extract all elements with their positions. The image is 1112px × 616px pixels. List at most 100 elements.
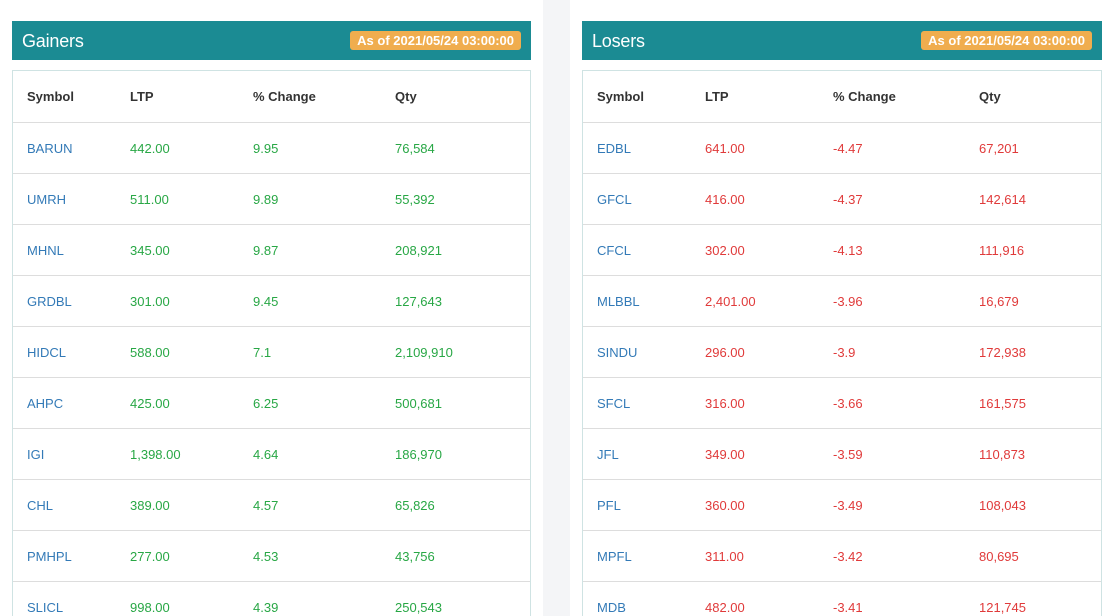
column-header-symbol[interactable]: Symbol: [583, 71, 705, 123]
percent-change-cell: 4.53: [253, 530, 395, 582]
percent-change-cell: 9.95: [253, 122, 395, 174]
table-row[interactable]: GFCL 416.00 -4.37 142,614: [583, 173, 1101, 225]
qty-cell: 127,643: [395, 275, 530, 327]
table-row[interactable]: HIDCL 588.00 7.1 2,109,910: [13, 326, 530, 378]
symbol-link[interactable]: GFCL: [583, 173, 705, 225]
ltp-cell: 425.00: [130, 377, 253, 429]
gainers-table: Symbol LTP % Change Qty BARUN 442.00 9.95 7…: [13, 71, 530, 616]
ltp-cell: 482.00: [705, 581, 833, 616]
losers-table-container: Symbol LTP % Change Qty EDBL 641.00 -4.47 6…: [582, 70, 1102, 616]
table-row[interactable]: MPFL 311.00 -3.42 80,695: [583, 530, 1101, 582]
symbol-link[interactable]: CHL: [13, 479, 130, 531]
symbol-link[interactable]: SLICL: [13, 581, 130, 616]
losers-table: Symbol LTP % Change Qty EDBL 641.00 -4.47 6…: [583, 71, 1101, 616]
column-header-ltp[interactable]: LTP: [130, 71, 253, 123]
percent-change-cell: -3.49: [833, 479, 979, 531]
table-row[interactable]: CFCL 302.00 -4.13 111,916: [583, 224, 1101, 276]
table-row[interactable]: GRDBL 301.00 9.45 127,643: [13, 275, 530, 327]
symbol-link[interactable]: GRDBL: [13, 275, 130, 327]
table-row[interactable]: MHNL 345.00 9.87 208,921: [13, 224, 530, 276]
column-header-qty[interactable]: Qty: [395, 71, 530, 123]
losers-panel: Losers As of 2021/05/24 03:00:00 Symbol …: [570, 0, 1112, 616]
ltp-cell: 511.00: [130, 173, 253, 225]
qty-cell: 186,970: [395, 428, 530, 480]
percent-change-cell: -3.59: [833, 428, 979, 480]
percent-change-cell: -3.41: [833, 581, 979, 616]
symbol-link[interactable]: PMHPL: [13, 530, 130, 582]
qty-cell: 111,916: [979, 224, 1101, 276]
qty-cell: 80,695: [979, 530, 1101, 582]
qty-cell: 500,681: [395, 377, 530, 429]
symbol-link[interactable]: CFCL: [583, 224, 705, 276]
gainers-table-container: Symbol LTP % Change Qty BARUN 442.00 9.95 7…: [12, 70, 531, 616]
ltp-cell: 311.00: [705, 530, 833, 582]
percent-change-cell: 6.25: [253, 377, 395, 429]
column-header-change[interactable]: % Change: [833, 71, 979, 123]
table-row[interactable]: BARUN 442.00 9.95 76,584: [13, 122, 530, 174]
ltp-cell: 1,398.00: [130, 428, 253, 480]
percent-change-cell: -3.9: [833, 326, 979, 378]
gainers-header-row: Symbol LTP % Change Qty: [13, 71, 530, 123]
column-header-change[interactable]: % Change: [253, 71, 395, 123]
table-row[interactable]: AHPC 425.00 6.25 500,681: [13, 377, 530, 429]
column-header-ltp[interactable]: LTP: [705, 71, 833, 123]
qty-cell: 172,938: [979, 326, 1101, 378]
qty-cell: 108,043: [979, 479, 1101, 531]
table-row[interactable]: SINDU 296.00 -3.9 172,938: [583, 326, 1101, 378]
table-row[interactable]: CHL 389.00 4.57 65,826: [13, 479, 530, 531]
table-row[interactable]: IGI 1,398.00 4.64 186,970: [13, 428, 530, 480]
percent-change-cell: 4.57: [253, 479, 395, 531]
table-row[interactable]: UMRH 511.00 9.89 55,392: [13, 173, 530, 225]
qty-cell: 2,109,910: [395, 326, 530, 378]
ltp-cell: 349.00: [705, 428, 833, 480]
qty-cell: 208,921: [395, 224, 530, 276]
losers-header-row: Symbol LTP % Change Qty: [583, 71, 1101, 123]
symbol-link[interactable]: IGI: [13, 428, 130, 480]
column-header-qty[interactable]: Qty: [979, 71, 1101, 123]
losers-title: Losers: [592, 31, 645, 51]
symbol-link[interactable]: MHNL: [13, 224, 130, 276]
symbol-link[interactable]: JFL: [583, 428, 705, 480]
ltp-cell: 416.00: [705, 173, 833, 225]
qty-cell: 250,543: [395, 581, 530, 616]
ltp-cell: 588.00: [130, 326, 253, 378]
table-row[interactable]: EDBL 641.00 -4.47 67,201: [583, 122, 1101, 174]
table-row[interactable]: MLBBL 2,401.00 -3.96 16,679: [583, 275, 1101, 327]
table-row[interactable]: PFL 360.00 -3.49 108,043: [583, 479, 1101, 531]
percent-change-cell: 7.1: [253, 326, 395, 378]
percent-change-cell: 9.87: [253, 224, 395, 276]
ltp-cell: 316.00: [705, 377, 833, 429]
losers-header: Losers As of 2021/05/24 03:00:00: [582, 21, 1102, 60]
symbol-link[interactable]: MPFL: [583, 530, 705, 582]
ltp-cell: 277.00: [130, 530, 253, 582]
gainers-table-body: BARUN 442.00 9.95 76,584 UMRH 511.00 9.89 55,39…: [13, 122, 530, 616]
losers-table-body: EDBL 641.00 -4.47 67,201 GFCL 416.00 -4.37 142,…: [583, 122, 1101, 616]
table-row[interactable]: MDB 482.00 -3.41 121,745: [583, 581, 1101, 616]
percent-change-cell: -3.66: [833, 377, 979, 429]
table-row[interactable]: JFL 349.00 -3.59 110,873: [583, 428, 1101, 480]
symbol-link[interactable]: AHPC: [13, 377, 130, 429]
percent-change-cell: -4.47: [833, 122, 979, 174]
gainers-title: Gainers: [22, 31, 84, 51]
symbol-link[interactable]: PFL: [583, 479, 705, 531]
percent-change-cell: 9.45: [253, 275, 395, 327]
symbol-link[interactable]: SINDU: [583, 326, 705, 378]
table-row[interactable]: PMHPL 277.00 4.53 43,756: [13, 530, 530, 582]
ltp-cell: 345.00: [130, 224, 253, 276]
symbol-link[interactable]: HIDCL: [13, 326, 130, 378]
symbol-link[interactable]: SFCL: [583, 377, 705, 429]
qty-cell: 43,756: [395, 530, 530, 582]
symbol-link[interactable]: MLBBL: [583, 275, 705, 327]
qty-cell: 76,584: [395, 122, 530, 174]
percent-change-cell: -4.13: [833, 224, 979, 276]
ltp-cell: 641.00: [705, 122, 833, 174]
symbol-link[interactable]: UMRH: [13, 173, 130, 225]
table-row[interactable]: SLICL 998.00 4.39 250,543: [13, 581, 530, 616]
qty-cell: 142,614: [979, 173, 1101, 225]
symbol-link[interactable]: BARUN: [13, 122, 130, 174]
symbol-link[interactable]: MDB: [583, 581, 705, 616]
symbol-link[interactable]: EDBL: [583, 122, 705, 174]
table-row[interactable]: SFCL 316.00 -3.66 161,575: [583, 377, 1101, 429]
ltp-cell: 301.00: [130, 275, 253, 327]
column-header-symbol[interactable]: Symbol: [13, 71, 130, 123]
